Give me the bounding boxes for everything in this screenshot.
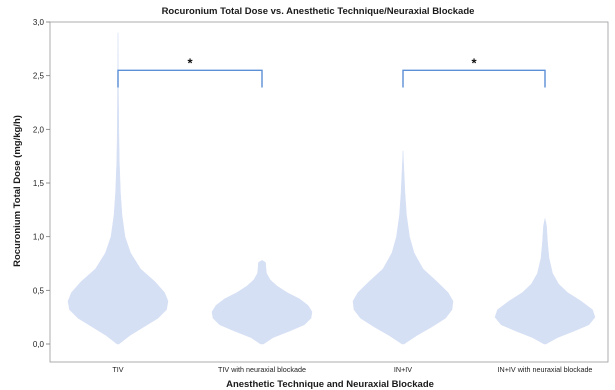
significance-bracket-2 [402, 69, 546, 88]
significance-star: * [187, 55, 193, 70]
violin-2 [211, 260, 313, 345]
significance-bracket-1 [117, 69, 263, 88]
x-axis-label: Anesthetic Technique and Neuraxial Block… [226, 379, 434, 390]
violin-3 [352, 150, 454, 345]
y-tick-label: 1,0 [33, 233, 45, 242]
y-tick-label: 0,5 [33, 286, 45, 295]
y-tick-label: 3,0 [33, 18, 45, 27]
plot-area: 0,0 0,5 1,0 1,5 2,0 2,5 3,0 TIV TIV with neuraxi… [33, 18, 609, 374]
x-category-label: TIV with neuraxial blockade [218, 365, 306, 374]
x-category-label: TIV [112, 365, 123, 374]
chart-title: Rocuronium Total Dose vs. Anesthetic Tec… [162, 6, 475, 17]
y-axis-label: Rocuronium Total Dose (mg/kg/h) [12, 115, 23, 267]
y-tick-label: 2,0 [33, 125, 45, 134]
violin-1 [67, 32, 169, 345]
significance-star: * [471, 55, 477, 70]
y-tick-label: 0,0 [33, 340, 45, 349]
violin-4 [494, 218, 596, 345]
plot-frame [49, 21, 609, 363]
y-tick-label: 1,5 [33, 179, 45, 188]
x-category-label: IN+IV [394, 365, 412, 374]
y-tick-label: 2,5 [33, 72, 45, 81]
x-category-label: IN+IV with neuraxial blockade [498, 365, 593, 374]
